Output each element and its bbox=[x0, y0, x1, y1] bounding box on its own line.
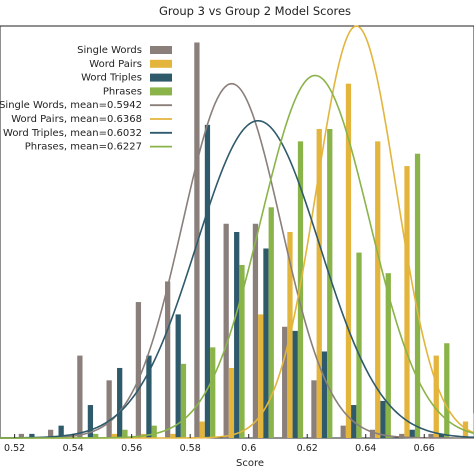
bar-single-words-4 bbox=[135, 302, 142, 438]
bar-word-pairs-10 bbox=[316, 129, 322, 438]
bar-phrases-6 bbox=[210, 347, 216, 438]
bar-phrases-13 bbox=[414, 153, 421, 438]
bar-word-pairs-6 bbox=[199, 421, 205, 438]
x-tick-label: 0.56 bbox=[121, 443, 142, 454]
bar-single-words-13 bbox=[399, 433, 405, 438]
bar-phrases-10 bbox=[327, 129, 333, 438]
legend-label: Phrases, mean=0.6227 bbox=[25, 142, 142, 153]
bar-single-words-5 bbox=[165, 281, 171, 438]
bar-word-triples-4 bbox=[146, 355, 152, 438]
legend-swatch-single-words bbox=[150, 46, 172, 54]
bar-word-triples-14 bbox=[438, 433, 445, 438]
legend-label: Word Triples bbox=[81, 73, 142, 84]
bar-single-words-1 bbox=[47, 429, 54, 438]
x-tick-label: 0.62 bbox=[297, 443, 318, 454]
bar-word-triples-3 bbox=[117, 367, 123, 438]
bar-single-words-10 bbox=[311, 380, 317, 438]
x-tick-label: 0.6 bbox=[241, 443, 256, 454]
bar-single-words-0 bbox=[18, 433, 24, 438]
legend-label: Phrases bbox=[103, 86, 142, 97]
curve-single-words bbox=[0, 82, 474, 439]
curve-phrases bbox=[0, 74, 474, 439]
legend-swatch-phrases bbox=[150, 87, 172, 96]
bar-word-triples-2 bbox=[87, 405, 94, 438]
bar-word-pairs-5 bbox=[170, 433, 176, 438]
bar-word-triples-13 bbox=[409, 429, 415, 438]
bar-word-triples-1 bbox=[58, 425, 64, 438]
x-tick-label: 0.66 bbox=[414, 443, 435, 454]
bar-word-pairs-14 bbox=[433, 355, 439, 438]
bar-word-pairs-13 bbox=[404, 166, 410, 438]
legend-swatch-word-pairs bbox=[150, 59, 172, 68]
bar-single-words-9 bbox=[282, 326, 288, 438]
bar-phrases-4 bbox=[151, 425, 157, 438]
bar-single-words-11 bbox=[340, 425, 346, 438]
legend-label: Single Words bbox=[77, 45, 142, 56]
legend: Single Words Word Pairs Word Triples Phrase… bbox=[0, 45, 172, 153]
x-axis-ticks: 0.52 0.54 0.56 0.58 0.6 0.62 0.64 0.66 bbox=[4, 434, 435, 454]
bar-phrases-9 bbox=[297, 141, 304, 439]
bar-single-words-2 bbox=[77, 355, 83, 438]
chart-title: Group 3 vs Group 2 Model Scores bbox=[159, 4, 351, 18]
bar-word-triples-5 bbox=[175, 314, 181, 438]
x-tick-label: 0.52 bbox=[4, 443, 25, 454]
bar-word-triples-10 bbox=[321, 351, 328, 438]
bar-word-triples-12 bbox=[380, 400, 386, 438]
legend-label: Word Pairs, mean=0.6368 bbox=[11, 114, 142, 125]
bar-phrases-3 bbox=[122, 429, 128, 438]
legend-label: Word Triples, mean=0.6032 bbox=[3, 128, 142, 139]
bar-word-triples-9 bbox=[292, 330, 298, 438]
bar-word-pairs-7 bbox=[228, 367, 235, 438]
bar-word-pairs-15 bbox=[462, 421, 469, 438]
bar-single-words-7 bbox=[223, 223, 229, 438]
bar-single-words-6 bbox=[194, 42, 200, 438]
bar-word-triples-7 bbox=[234, 232, 240, 438]
bar-phrases-2 bbox=[93, 433, 99, 438]
bar-single-words-14 bbox=[428, 433, 434, 438]
x-tick-label: 0.64 bbox=[355, 443, 376, 454]
bar-word-triples-8 bbox=[263, 248, 269, 438]
bar-word-pairs-11 bbox=[345, 83, 352, 439]
bar-word-pairs-3 bbox=[111, 433, 118, 438]
bar-single-words-3 bbox=[106, 380, 112, 438]
x-tick-label: 0.58 bbox=[180, 443, 201, 454]
bar-word-triples-0 bbox=[29, 433, 35, 438]
x-axis-label: Score bbox=[236, 458, 264, 469]
x-tick-label: 0.54 bbox=[63, 443, 84, 454]
legend-label: Word Pairs bbox=[89, 59, 142, 70]
legend-label: Single Words, mean=0.5942 bbox=[0, 100, 142, 111]
bar-phrases-8 bbox=[268, 207, 274, 438]
curve-word-triples bbox=[0, 119, 474, 439]
bar-phrases-7 bbox=[239, 264, 245, 438]
bar-word-pairs-8 bbox=[258, 314, 264, 438]
bar-phrases-12 bbox=[385, 273, 391, 438]
bar-word-pairs-12 bbox=[375, 141, 381, 439]
legend-swatch-word-triples bbox=[150, 73, 172, 82]
bar-word-triples-6 bbox=[204, 124, 211, 438]
curves-layer bbox=[0, 25, 474, 439]
bar-phrases-5 bbox=[180, 363, 187, 438]
bar-phrases-14 bbox=[444, 343, 450, 438]
bar-single-words-8 bbox=[252, 223, 259, 438]
bar-phrases-11 bbox=[356, 252, 362, 438]
bar-single-words-12 bbox=[369, 429, 376, 438]
bars-layer bbox=[18, 42, 474, 439]
